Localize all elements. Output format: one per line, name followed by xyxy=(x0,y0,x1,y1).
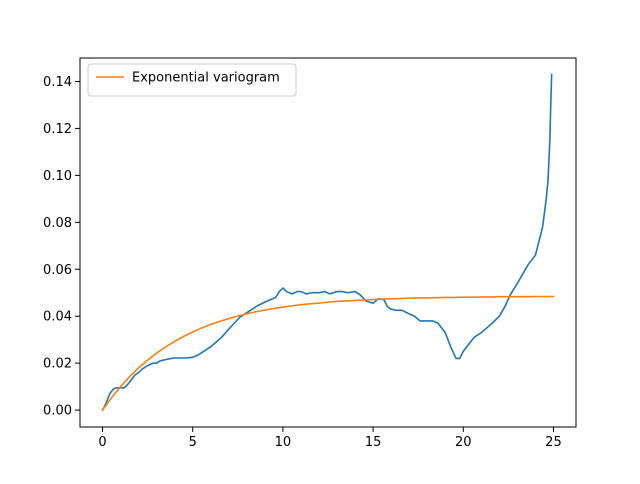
y-tick-label: 0.02 xyxy=(43,357,72,372)
empirical-series-line xyxy=(101,73,553,412)
legend-box xyxy=(87,63,297,97)
exponential-variogram-line xyxy=(101,295,555,412)
series-layer xyxy=(101,73,555,412)
axes-frame xyxy=(79,57,577,428)
y-tick-label: 0.00 xyxy=(43,404,72,419)
y-tick-label: 0.14 xyxy=(43,75,72,90)
x-tick-label: 25 xyxy=(545,435,562,450)
y-tick-label: 0.04 xyxy=(43,310,72,325)
x-axis: 0 5 10 15 20 25 xyxy=(98,427,562,450)
y-tick-label: 0.06 xyxy=(43,263,72,278)
y-tick-label: 0.08 xyxy=(43,216,72,231)
x-tick-label: 15 xyxy=(365,435,382,450)
y-tick-label: 0.12 xyxy=(43,122,72,137)
legend: Exponential variogram xyxy=(87,63,297,97)
x-tick-label: 0 xyxy=(98,435,106,450)
y-tick-label: 0.10 xyxy=(43,169,72,184)
y-axis: 0.00 0.02 0.04 0.06 0.08 0.10 0.12 0.14 xyxy=(43,75,80,419)
x-tick-label: 10 xyxy=(275,435,292,450)
x-tick-label: 20 xyxy=(455,435,472,450)
x-tick-label: 5 xyxy=(189,435,197,450)
legend-label: Exponential variogram xyxy=(132,71,280,86)
